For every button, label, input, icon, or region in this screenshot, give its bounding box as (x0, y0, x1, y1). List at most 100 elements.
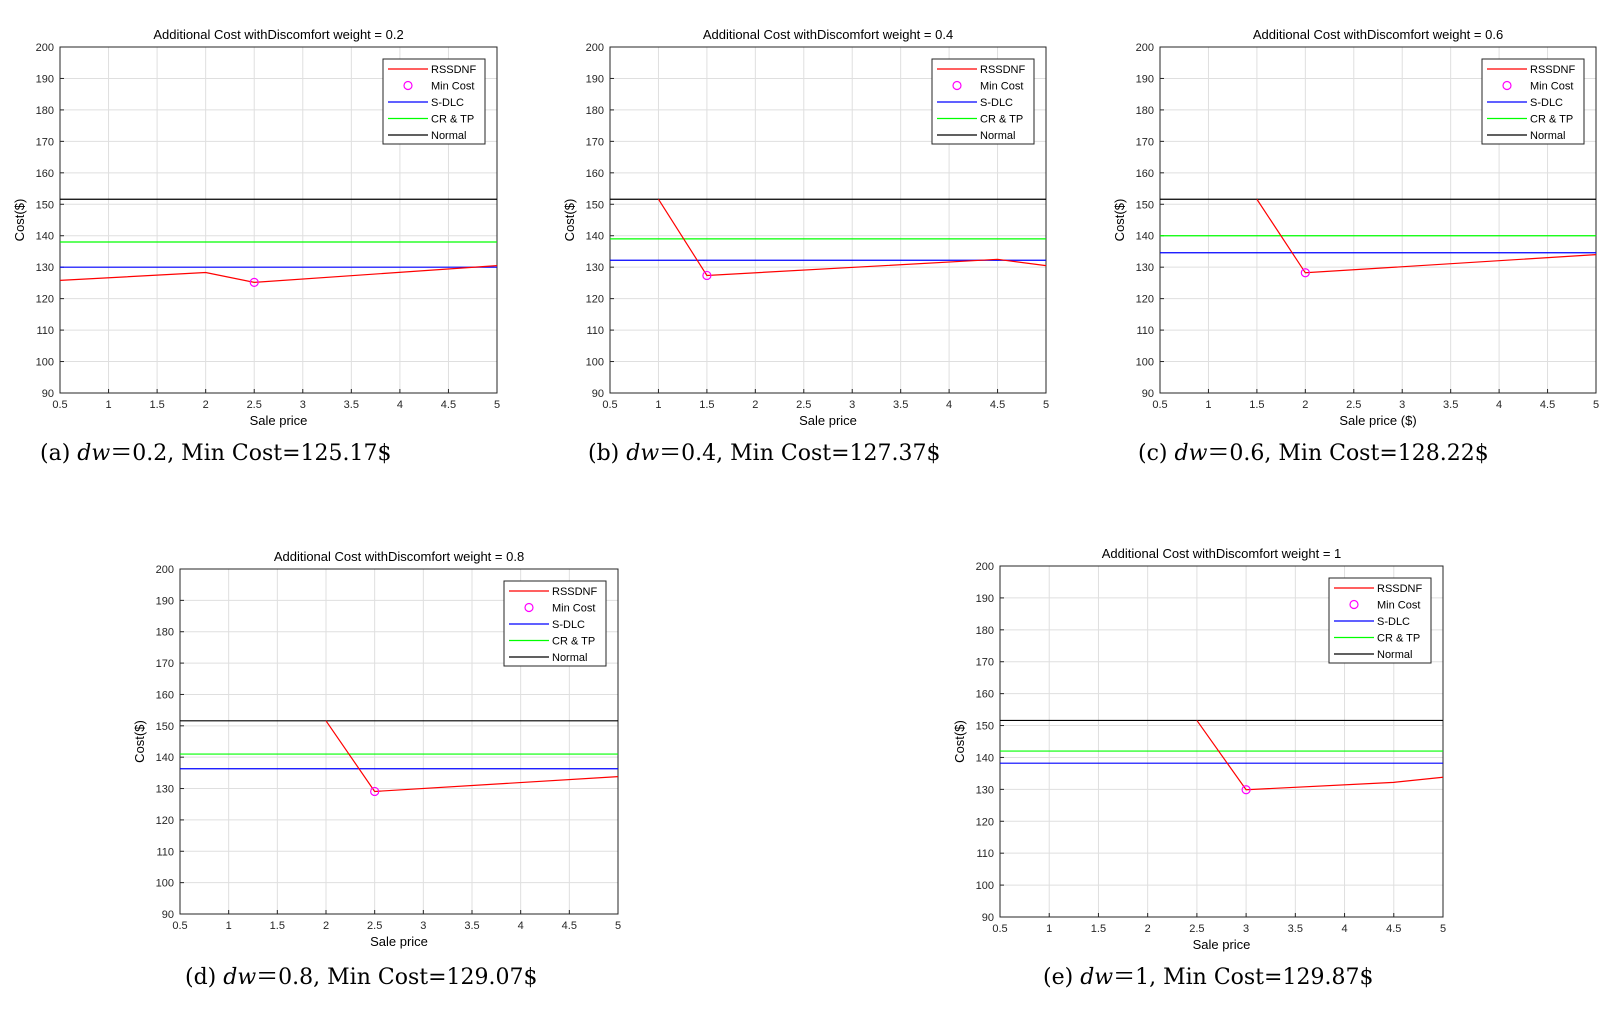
caption-prefix: (a) (40, 441, 77, 466)
y-tick-label: 120 (156, 815, 174, 827)
x-tick-label: 4 (397, 399, 403, 411)
y-tick-label: 140 (1136, 231, 1154, 243)
legend-label: RSSDNF (431, 64, 477, 76)
y-tick-label: 180 (156, 627, 174, 639)
caption-rest: ＝0.2, Min Cost=125.17$ (110, 441, 391, 466)
x-tick-label: 1 (1205, 399, 1211, 411)
legend-label: Min Cost (552, 603, 595, 615)
caption-rest: ＝0.6, Min Cost=128.22$ (1207, 441, 1488, 466)
subfigure-caption: (e) dw＝1, Min Cost=129.87$ (1043, 965, 1373, 990)
x-tick-label: 0.5 (52, 399, 67, 411)
y-tick-label: 130 (976, 784, 994, 796)
x-tick-label: 4.5 (990, 399, 1005, 411)
y-tick-label: 190 (156, 595, 174, 607)
y-tick-label: 110 (976, 848, 994, 860)
y-tick-label: 110 (586, 325, 604, 337)
x-tick-label: 1.5 (149, 399, 164, 411)
caption-prefix: (c) (1138, 441, 1174, 466)
legend-label: RSSDNF (1377, 583, 1423, 595)
caption-prefix: (b) (588, 441, 626, 466)
y-tick-label: 180 (586, 105, 604, 117)
min-cost-marker (1300, 268, 1310, 278)
x-tick-label: 4.5 (562, 920, 577, 932)
x-tick-label: 2 (1145, 923, 1151, 935)
x-tick-label: 2 (752, 399, 758, 411)
min-cost-marker (1241, 785, 1251, 795)
x-tick-label: 5 (615, 920, 621, 932)
y-tick-label: 130 (1136, 262, 1154, 274)
x-tick-label: 0.5 (602, 399, 617, 411)
caption-prefix: (e) (1043, 965, 1080, 990)
legend-label: RSSDNF (1530, 64, 1576, 76)
subfigure-caption: (c) dw＝0.6, Min Cost=128.22$ (1138, 441, 1489, 466)
min-cost-marker (249, 277, 259, 287)
y-tick-label: 90 (1142, 388, 1154, 400)
x-tick-label: 1.5 (1249, 399, 1264, 411)
y-tick-label: 150 (976, 721, 994, 733)
x-axis-label: Sale price (250, 413, 308, 428)
x-tick-label: 1 (1046, 923, 1052, 935)
y-tick-label: 150 (36, 199, 54, 211)
axes-box (59, 46, 498, 394)
legend-label: S-DLC (552, 619, 585, 631)
caption-rest: ＝0.4, Min Cost=127.37$ (659, 441, 940, 466)
x-tick-label: 1.5 (699, 399, 714, 411)
caption-variable: dw (1174, 441, 1207, 466)
subfigure-caption: (a) dw＝0.2, Min Cost=125.17$ (40, 441, 392, 466)
y-tick-label: 140 (36, 231, 54, 243)
x-tick-label: 3.5 (893, 399, 908, 411)
y-tick-label: 170 (976, 657, 994, 669)
y-tick-label: 140 (586, 231, 604, 243)
legend-marker (1349, 599, 1359, 610)
y-tick-label: 130 (36, 262, 54, 274)
x-tick-label: 2.5 (1189, 923, 1204, 935)
legend-label: S-DLC (1377, 616, 1410, 628)
series-line-rssdnf (1256, 198, 1597, 274)
chart-panel-3: 0.5 1 1.5 2 2.5 3 3.5 4 4.5 5 90 100 110 120 130 140 150… (1112, 27, 1599, 466)
y-tick-label: 120 (586, 294, 604, 306)
x-axis-label: Sale price (1193, 937, 1251, 952)
min-cost-marker (702, 270, 712, 281)
legend: RSSDNF Min Cost S-DLC CR & TP Normal (382, 58, 486, 145)
chart-panel-5: 0.5 1 1.5 2 2.5 3 3.5 4 4.5 5 90 100 110 120 130 140 150… (952, 546, 1446, 990)
series-line-rssdnf (1196, 720, 1444, 791)
legend-label: Min Cost (431, 81, 474, 93)
x-tick-label: 4 (1341, 923, 1347, 935)
legend: RSSDNF Min Cost S-DLC CR & TP Normal (1481, 58, 1585, 145)
y-tick-label: 120 (1136, 294, 1154, 306)
y-tick-label: 190 (976, 593, 994, 605)
y-axis-label: Cost($) (952, 720, 967, 763)
x-tick-label: 4.5 (1540, 399, 1555, 411)
legend-label: Normal (431, 130, 466, 142)
legend-marker (1502, 80, 1512, 91)
x-axis-label: Sale price (799, 413, 857, 428)
y-tick-label: 110 (1136, 325, 1154, 337)
x-tick-label: 3.5 (464, 920, 479, 932)
y-tick-label: 120 (976, 816, 994, 828)
x-tick-label: 5 (1043, 399, 1049, 411)
x-tick-label: 4 (946, 399, 952, 411)
x-tick-label: 3 (1399, 399, 1405, 411)
y-axis-label: Cost($) (132, 720, 147, 763)
legend-label: S-DLC (1530, 97, 1563, 109)
y-tick-label: 90 (982, 912, 994, 924)
x-axis-label: Sale price (370, 934, 428, 949)
y-tick-label: 200 (156, 564, 174, 576)
x-tick-label: 0.5 (172, 920, 187, 932)
x-tick-label: 3 (300, 399, 306, 411)
x-tick-label: 3 (420, 920, 426, 932)
legend-label: Normal (1530, 130, 1565, 142)
y-tick-label: 170 (156, 658, 174, 670)
chart-title: Additional Cost withDiscomfort weight = … (703, 27, 953, 42)
y-tick-label: 160 (1136, 168, 1154, 180)
x-tick-label: 1 (105, 399, 111, 411)
caption-prefix: (d) (185, 965, 223, 990)
x-tick-label: 4.5 (1386, 923, 1401, 935)
legend-label: Normal (1377, 649, 1412, 661)
y-tick-label: 190 (36, 73, 54, 85)
x-tick-label: 0.5 (1152, 399, 1167, 411)
legend-label: S-DLC (431, 97, 464, 109)
y-tick-label: 150 (586, 199, 604, 211)
chart-panel-4: 0.5 1 1.5 2 2.5 3 3.5 4 4.5 5 90 100 110 120 130 140 150… (132, 549, 621, 990)
x-tick-label: 4 (518, 920, 524, 932)
